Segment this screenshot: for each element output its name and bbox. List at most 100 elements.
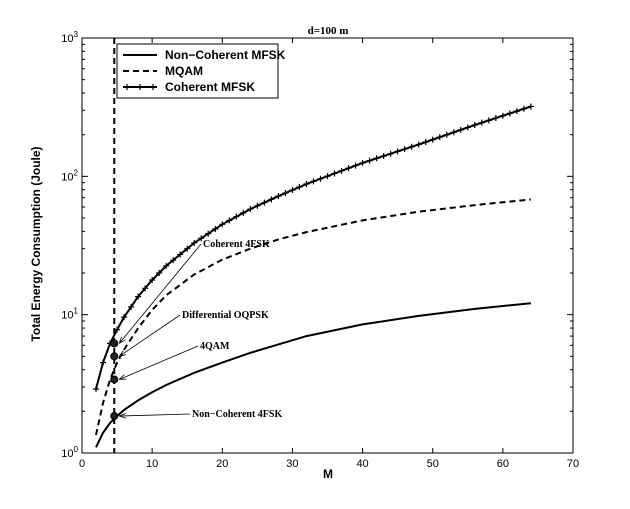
legend-box	[116, 43, 279, 99]
series-marker-plus	[275, 193, 282, 200]
x-tick-label: 50	[427, 458, 439, 470]
series-marker-plus	[457, 126, 464, 133]
series-marker-plus	[100, 359, 107, 366]
series-marker-plus	[191, 239, 198, 246]
series-marker-plus	[268, 196, 275, 203]
legend-label: Coherent MFSK	[165, 80, 255, 94]
series-marker-plus	[303, 181, 310, 188]
series-marker-plus	[380, 153, 387, 159]
y-axis-title: Total Energy Consumption (Joule)	[29, 146, 43, 341]
x-tick-label: 40	[356, 458, 368, 470]
x-tick-label: 0	[79, 458, 85, 470]
series-marker-plus	[387, 150, 394, 157]
series-marker-plus	[121, 314, 128, 321]
annotation-arrowhead	[119, 413, 127, 419]
legend-label: MQAM	[165, 64, 203, 78]
x-tick-label: 10	[146, 458, 158, 470]
series-marker-plus	[394, 148, 401, 155]
series-marker-plus	[177, 251, 184, 258]
series-marker-plus	[492, 115, 499, 122]
annotation-label: 4QAM	[200, 341, 230, 352]
series-marker-plus	[464, 124, 471, 131]
series-marker-plus	[170, 257, 177, 264]
series-marker-plus	[233, 213, 240, 220]
series-marker-plus	[338, 167, 345, 174]
series-marker-plus	[527, 103, 534, 110]
legend-marker	[137, 84, 143, 90]
series-marker-plus	[520, 105, 527, 112]
y-tick-label: 100	[61, 445, 78, 460]
annotation-arrow	[119, 314, 181, 357]
x-tick-label: 30	[286, 458, 298, 470]
x-tick-label: 60	[497, 458, 509, 470]
series-marker-plus	[261, 199, 268, 206]
series-marker-plus	[366, 157, 373, 164]
series-line-2	[95, 105, 532, 390]
legend: Non−Coherent MFSK MQAM Coherent MFSK	[116, 43, 286, 99]
annotation-point	[110, 412, 119, 421]
series-marker-plus	[205, 230, 212, 237]
series-marker-plus	[198, 235, 205, 242]
series-marker-plus	[156, 269, 163, 276]
series-marker-plus	[513, 108, 520, 115]
annotation-label: Coherent 4FSK	[203, 239, 270, 250]
series-marker-plus	[408, 143, 415, 150]
annotation-label: Non−Coherent 4FSK	[192, 409, 282, 420]
series-marker-plus	[359, 159, 366, 166]
series-marker-plus	[247, 206, 254, 213]
series-marker-plus	[282, 190, 289, 197]
annotation-point	[110, 339, 119, 348]
annotation-arrowhead	[118, 374, 127, 380]
x-tick-label: 70	[567, 458, 579, 470]
series-marker-plus	[114, 326, 121, 333]
series-marker-plus	[149, 277, 156, 284]
plot-area: 0 10 20 30 40 50 60 70 100 101 102 103 Coherent 4FSK…	[61, 30, 579, 470]
series-marker-plus	[212, 225, 219, 232]
series-marker-plus	[478, 119, 485, 126]
series-marker-plus	[219, 221, 226, 228]
legend-marker	[124, 84, 130, 90]
series-line-1	[95, 198, 531, 436]
series-marker-plus	[226, 217, 233, 224]
series-marker-plus	[289, 187, 296, 194]
x-axis-title: M	[323, 467, 333, 481]
legend-marker	[150, 84, 156, 90]
y-tick-label: 102	[61, 168, 78, 183]
annotation-arrow	[119, 413, 191, 417]
series-marker-plus	[443, 131, 450, 138]
series-line-0	[95, 302, 532, 448]
series-marker-plus	[506, 110, 513, 117]
annotation-arrowhead	[118, 336, 126, 344]
series-marker-plus	[436, 134, 443, 141]
series-marker-plus	[296, 184, 303, 191]
series-marker-plus	[240, 209, 247, 216]
series-marker-plus	[331, 170, 338, 177]
series-marker-plus	[254, 202, 261, 209]
series-marker-plus	[422, 139, 429, 146]
series-marker-plus	[310, 178, 317, 185]
series-marker-plus	[324, 173, 331, 180]
annotation-arrow	[119, 345, 199, 380]
series-marker-plus	[317, 175, 324, 182]
legend-label: Non−Coherent MFSK	[165, 48, 286, 62]
series-marker-plus	[184, 245, 191, 252]
series-marker-plus	[373, 155, 380, 162]
series-marker-plus	[415, 141, 422, 148]
annotation-arrow	[118, 243, 202, 344]
series-marker-plus	[93, 386, 100, 393]
series-marker-plus	[142, 285, 149, 292]
series-marker-plus	[429, 136, 436, 143]
x-tick-label: 20	[216, 458, 228, 470]
series-marker-plus	[163, 262, 170, 269]
axes-frame	[81, 37, 574, 454]
series-marker-plus	[485, 117, 492, 124]
y-tick-label: 101	[61, 307, 78, 322]
series-marker-plus	[401, 146, 408, 153]
series-marker-plus	[450, 129, 457, 136]
series-marker-plus	[352, 162, 359, 169]
y-tick-label: 103	[61, 30, 78, 45]
annotation-point	[110, 375, 119, 384]
series-marker-plus	[499, 112, 506, 119]
annotation-label: Differential OQPSK	[182, 310, 269, 321]
